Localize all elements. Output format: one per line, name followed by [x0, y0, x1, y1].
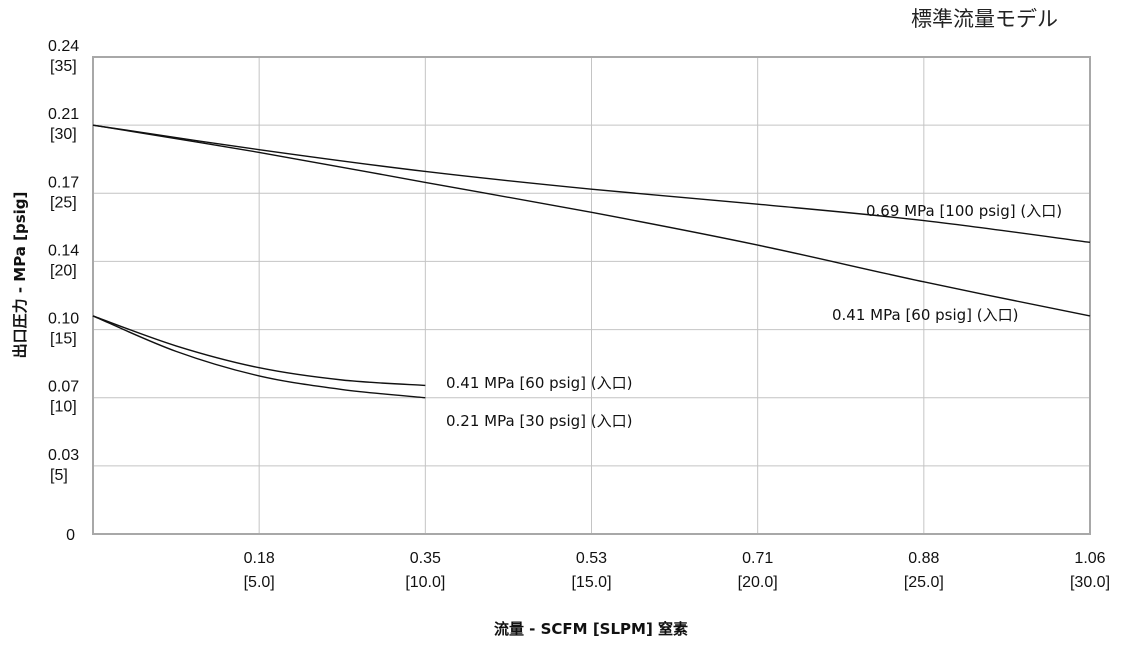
- series-label-60psig-low: 0.41 MPa [60 psig] (入口): [446, 374, 633, 392]
- x-tick-label-4: 0.88: [908, 550, 939, 567]
- x-tick-sublabel-2: [15.0]: [571, 574, 611, 591]
- y-tick-label-6: 0.21: [48, 106, 79, 123]
- y-tick-label-4: 0.14: [48, 242, 79, 259]
- series-label-30psig: 0.21 MPa [30 psig] (入口): [446, 412, 633, 430]
- y-tick-label-5: 0.17: [48, 174, 79, 191]
- y-tick-label-0: 0: [66, 527, 75, 544]
- y-tick-sublabel-2: [10]: [50, 399, 77, 416]
- chart-title: 標準流量モデル: [911, 7, 1058, 31]
- y-tick-sublabel-6: [30]: [50, 126, 77, 143]
- x-tick-label-3: 0.71: [742, 550, 773, 567]
- x-tick-label-1: 0.35: [410, 550, 441, 567]
- x-tick-label-2: 0.53: [576, 550, 607, 567]
- x-tick-label-5: 1.06: [1074, 550, 1105, 567]
- y-tick-label-1: 0.03: [48, 447, 79, 464]
- y-tick-sublabel-7: [35]: [50, 58, 77, 75]
- series-line-0: [92, 124, 1091, 244]
- y-tick-sublabel-5: [25]: [50, 194, 77, 211]
- y-axis-title: 出口圧力 - MPa [psig]: [11, 192, 29, 359]
- x-tick-sublabel-5: [30.0]: [1070, 574, 1110, 591]
- x-tick-sublabel-0: [5.0]: [244, 574, 275, 591]
- series-label-60psig-high: 0.41 MPa [60 psig] (入口): [832, 306, 1019, 324]
- y-tick-labels: 0 0.03 [5] 0.07 [10] 0.10 [15] 0.14 [20] 0.17 [25]…: [48, 38, 79, 544]
- x-tick-label-0: 0.18: [244, 550, 275, 567]
- y-tick-sublabel-4: [20]: [50, 262, 77, 279]
- series-line-2: [92, 315, 426, 387]
- y-tick-sublabel-1: [5]: [50, 467, 68, 484]
- series-line-3: [92, 315, 426, 399]
- plot-frame: [92, 56, 1091, 535]
- series-lines: [92, 124, 1091, 399]
- y-tick-label-3: 0.10: [48, 311, 79, 328]
- x-tick-sublabel-4: [25.0]: [904, 574, 944, 591]
- series-line-1: [92, 124, 1091, 317]
- x-tick-sublabel-1: [10.0]: [405, 574, 445, 591]
- series-label-100psig: 0.69 MPa [100 psig] (入口): [866, 202, 1062, 220]
- x-axis-title: 流量 - SCFM [SLPM] 窒素: [494, 620, 688, 638]
- x-tick-sublabel-3: [20.0]: [738, 574, 778, 591]
- y-tick-sublabel-3: [15]: [50, 331, 77, 348]
- y-tick-label-2: 0.07: [48, 379, 79, 396]
- x-tick-labels: 0.18 [5.0] 0.35 [10.0] 0.53 [15.0] 0.71 [20.0] 0…: [244, 550, 1110, 591]
- y-tick-label-7: 0.24: [48, 38, 79, 55]
- grid-lines: [93, 57, 1090, 534]
